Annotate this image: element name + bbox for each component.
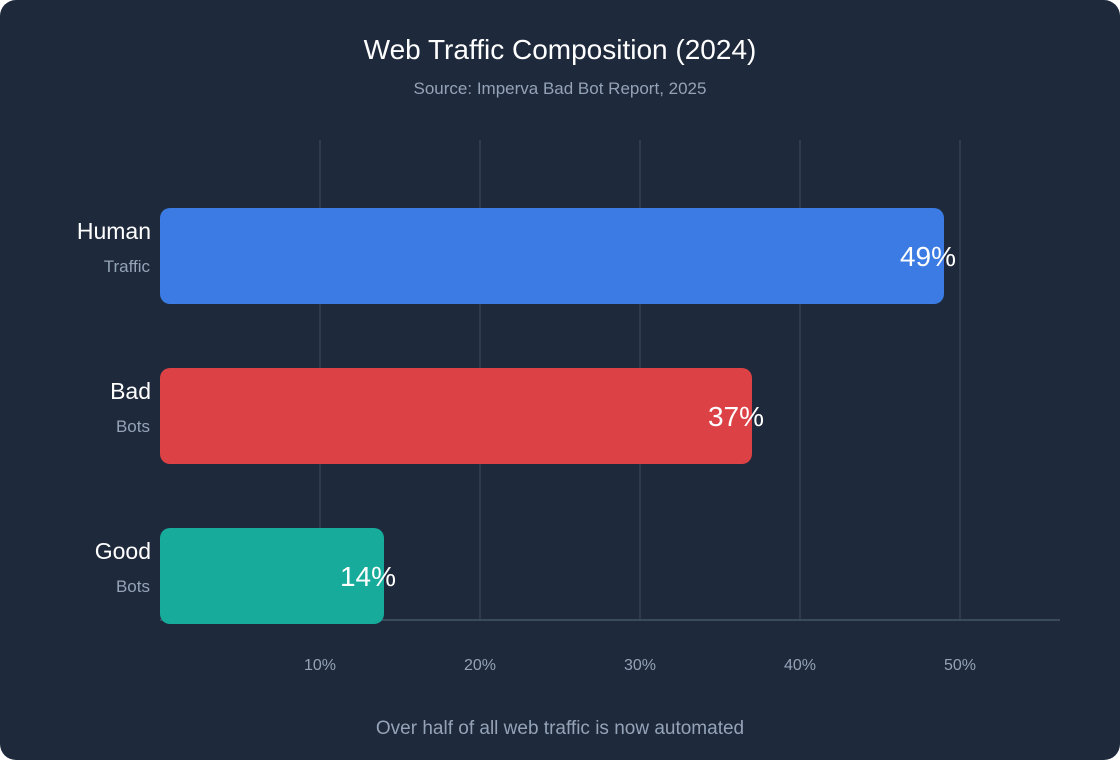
bar-value-label: 37%	[708, 401, 764, 432]
category-sublabel: Bots	[116, 417, 150, 436]
x-tick-label: 30%	[624, 657, 656, 674]
bar	[160, 528, 384, 624]
x-tick-label: 10%	[304, 657, 336, 674]
category-sublabel: Traffic	[104, 257, 151, 276]
bar-value-label: 49%	[900, 241, 956, 272]
chart-title: Web Traffic Composition (2024)	[363, 34, 757, 65]
category-label: Good	[95, 538, 151, 564]
bar-value-label: 14%	[340, 561, 396, 592]
category-label: Bad	[110, 378, 151, 404]
bar	[160, 368, 752, 464]
bar	[160, 208, 944, 304]
category-label: Human	[77, 218, 151, 244]
x-tick-label: 20%	[464, 657, 496, 674]
x-tick-label: 50%	[944, 657, 976, 674]
chart-subtitle: Source: Imperva Bad Bot Report, 2025	[413, 79, 707, 98]
x-tick-label: 40%	[784, 657, 816, 674]
category-sublabel: Bots	[116, 577, 150, 596]
chart-footnote: Over half of all web traffic is now auto…	[375, 718, 745, 739]
